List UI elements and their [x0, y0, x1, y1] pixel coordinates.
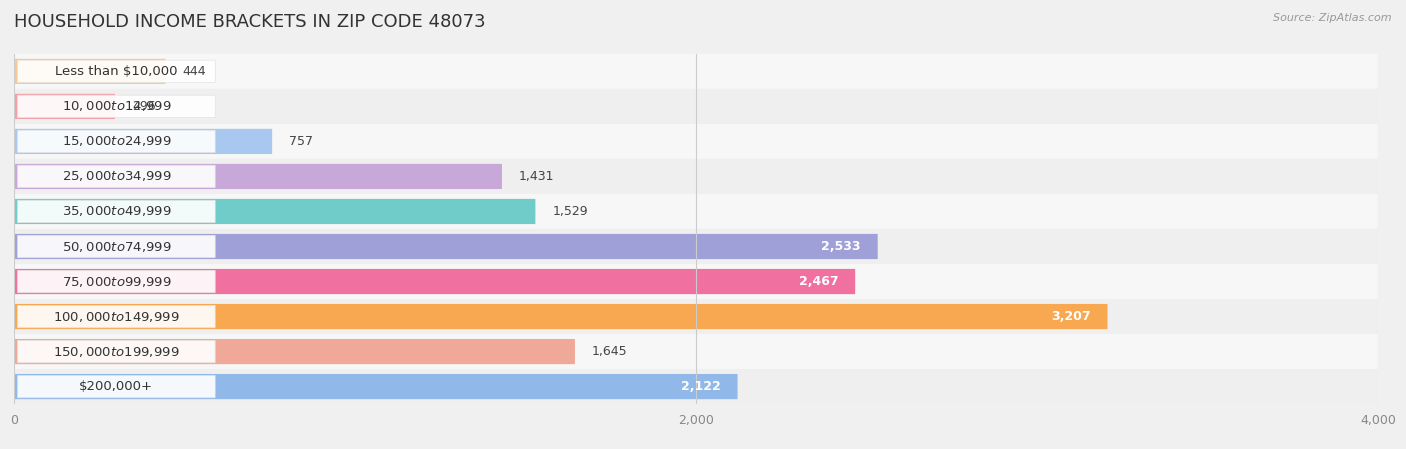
Text: 444: 444	[183, 65, 207, 78]
FancyBboxPatch shape	[17, 235, 215, 258]
Text: $35,000 to $49,999: $35,000 to $49,999	[62, 204, 172, 219]
FancyBboxPatch shape	[17, 130, 215, 153]
FancyBboxPatch shape	[14, 164, 502, 189]
FancyBboxPatch shape	[14, 124, 1378, 159]
Text: Less than $10,000: Less than $10,000	[55, 65, 177, 78]
Text: $10,000 to $14,999: $10,000 to $14,999	[62, 99, 172, 114]
FancyBboxPatch shape	[14, 369, 1378, 404]
FancyBboxPatch shape	[17, 340, 215, 363]
FancyBboxPatch shape	[17, 305, 215, 328]
FancyBboxPatch shape	[14, 129, 273, 154]
Text: $150,000 to $199,999: $150,000 to $199,999	[53, 344, 180, 359]
Text: 1,529: 1,529	[553, 205, 588, 218]
FancyBboxPatch shape	[17, 270, 215, 293]
FancyBboxPatch shape	[14, 339, 575, 364]
Text: 2,467: 2,467	[799, 275, 838, 288]
FancyBboxPatch shape	[14, 199, 536, 224]
Text: 757: 757	[290, 135, 314, 148]
FancyBboxPatch shape	[14, 234, 877, 259]
FancyBboxPatch shape	[14, 334, 1378, 369]
FancyBboxPatch shape	[14, 304, 1108, 329]
Text: $75,000 to $99,999: $75,000 to $99,999	[62, 274, 172, 289]
FancyBboxPatch shape	[14, 89, 1378, 124]
FancyBboxPatch shape	[14, 299, 1378, 334]
Text: $25,000 to $34,999: $25,000 to $34,999	[62, 169, 172, 184]
FancyBboxPatch shape	[14, 159, 1378, 194]
Text: $200,000+: $200,000+	[79, 380, 153, 393]
FancyBboxPatch shape	[17, 375, 215, 398]
Text: Source: ZipAtlas.com: Source: ZipAtlas.com	[1274, 13, 1392, 23]
Text: 296: 296	[132, 100, 156, 113]
FancyBboxPatch shape	[17, 95, 215, 118]
Text: $100,000 to $149,999: $100,000 to $149,999	[53, 309, 180, 324]
FancyBboxPatch shape	[14, 269, 855, 294]
FancyBboxPatch shape	[14, 54, 1378, 89]
FancyBboxPatch shape	[14, 374, 738, 399]
Text: $15,000 to $24,999: $15,000 to $24,999	[62, 134, 172, 149]
FancyBboxPatch shape	[17, 200, 215, 223]
Text: 1,431: 1,431	[519, 170, 554, 183]
Text: 1,645: 1,645	[592, 345, 627, 358]
Text: 2,533: 2,533	[821, 240, 860, 253]
FancyBboxPatch shape	[14, 229, 1378, 264]
Text: $50,000 to $74,999: $50,000 to $74,999	[62, 239, 172, 254]
FancyBboxPatch shape	[14, 264, 1378, 299]
Text: 3,207: 3,207	[1050, 310, 1091, 323]
FancyBboxPatch shape	[17, 60, 215, 83]
FancyBboxPatch shape	[14, 94, 115, 119]
Text: 2,122: 2,122	[681, 380, 720, 393]
FancyBboxPatch shape	[17, 165, 215, 188]
Text: HOUSEHOLD INCOME BRACKETS IN ZIP CODE 48073: HOUSEHOLD INCOME BRACKETS IN ZIP CODE 48…	[14, 13, 485, 31]
FancyBboxPatch shape	[14, 194, 1378, 229]
FancyBboxPatch shape	[14, 59, 166, 84]
